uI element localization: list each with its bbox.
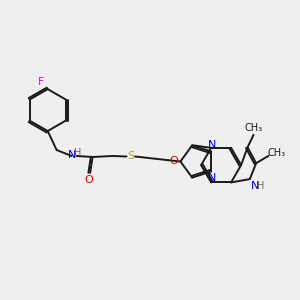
Text: F: F	[38, 76, 44, 87]
Text: N: N	[208, 173, 216, 183]
Text: O: O	[169, 157, 178, 166]
Text: N: N	[208, 140, 216, 149]
Text: H: H	[74, 148, 82, 158]
Text: H: H	[257, 181, 264, 191]
Text: N: N	[68, 150, 76, 160]
Text: S: S	[127, 152, 134, 161]
Text: CH₃: CH₃	[244, 123, 262, 133]
Text: O: O	[85, 175, 94, 185]
Text: CH₃: CH₃	[267, 148, 285, 158]
Text: N: N	[250, 181, 259, 191]
